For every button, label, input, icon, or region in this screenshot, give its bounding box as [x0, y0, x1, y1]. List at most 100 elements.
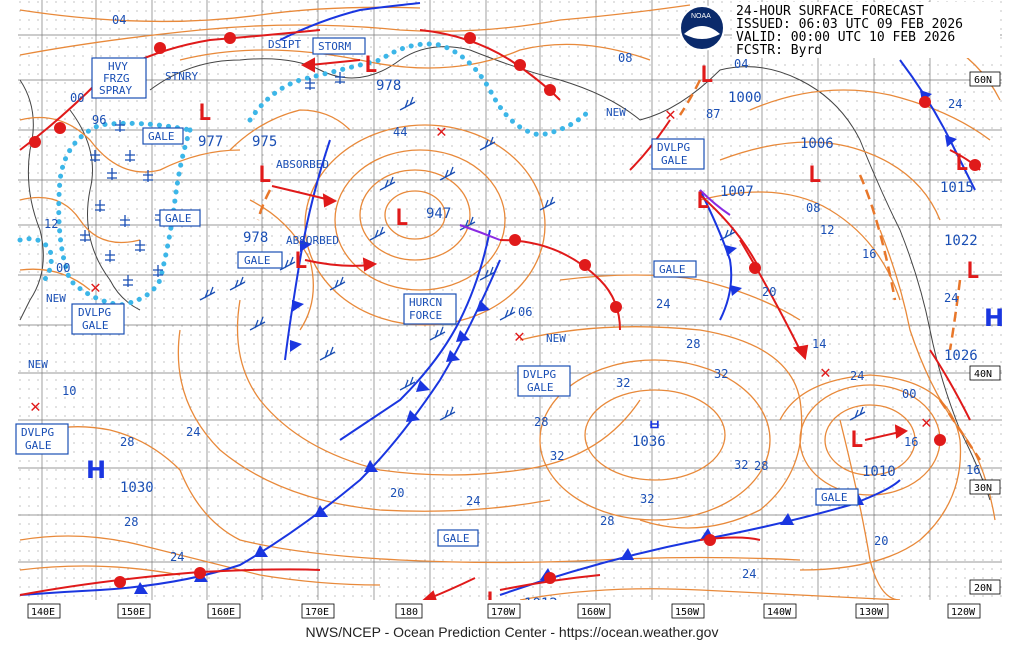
x-marker: ✕	[921, 412, 932, 433]
isobar-label: 28	[120, 435, 134, 449]
high-1026-label: 1026	[944, 348, 978, 364]
isobar-label: 16	[904, 435, 918, 449]
isobar-label: 16	[862, 247, 876, 261]
x-marker: ✕	[820, 362, 831, 383]
L-marker: L	[258, 163, 271, 188]
x-marker: ✕	[436, 121, 447, 142]
svg-text:DVLPG: DVLPG	[21, 426, 54, 439]
cold-front-teeth	[134, 90, 957, 594]
high-1030-label: 1030	[120, 480, 154, 496]
spray-symbol	[305, 78, 315, 90]
L-marker: L	[198, 101, 211, 126]
isobar-label: 20	[762, 285, 776, 299]
L-marker: L	[696, 189, 709, 214]
x-marker: ✕	[514, 326, 525, 347]
dvlpg-gale-box: DVLPG GALE	[517, 365, 571, 397]
H-marker: ㅂ	[648, 418, 661, 434]
gale-box: GALE	[159, 209, 201, 227]
storm-box: STORM	[312, 37, 366, 55]
isobar-label: 12	[820, 223, 834, 237]
freezing-spray-symbols	[80, 72, 345, 287]
isobar-label: 32	[714, 367, 728, 381]
spray-symbol	[115, 120, 125, 132]
isobar-label: 24	[170, 550, 184, 564]
dsipt-label: DSIPT	[268, 38, 301, 51]
isobar-label: 28	[600, 514, 614, 528]
isobar-label: 24	[656, 297, 670, 311]
lon-label: 140E	[31, 607, 55, 618]
spray-symbol	[90, 150, 100, 162]
spray-symbol	[135, 240, 145, 252]
high-1036-label: 1036	[632, 434, 666, 450]
header-forecaster: FCSTR: Byrd	[736, 43, 822, 58]
svg-text:GALE: GALE	[443, 532, 470, 545]
isobar-label: 32	[734, 458, 748, 472]
x-marker: ✕	[30, 396, 41, 417]
L-marker: L	[700, 63, 713, 88]
footer-credit: NWS/NCEP - Ocean Prediction Center - htt…	[305, 624, 719, 640]
svg-text:GALE: GALE	[148, 130, 175, 143]
gale-box: GALE	[653, 260, 697, 278]
latitude-labels: 60N 40N 30N 20N	[969, 71, 1001, 595]
new-label: NEW	[606, 106, 626, 119]
svg-text:GALE: GALE	[165, 212, 192, 225]
isobar-label: 10	[62, 384, 76, 398]
svg-text:GALE: GALE	[661, 154, 688, 167]
isobar-label: 28	[534, 415, 548, 429]
isobar-label: 14	[812, 337, 826, 351]
svg-text:SPRAY: SPRAY	[99, 84, 132, 97]
isobar-label: 20	[874, 534, 888, 548]
forecast-header: 24-HOUR SURFACE FORECAST ISSUED: 06:03 U…	[732, 2, 1000, 58]
dvlpg-gale-box: DVLPG GALE	[15, 423, 69, 455]
header-issued: ISSUED: 06:03 UTC 09 FEB 2026	[736, 17, 963, 32]
isobar-value-labels: 04 00 96 08 12 16 20 24 28 32 44 87 06 1…	[44, 13, 980, 581]
isobar-label: 32	[550, 449, 564, 463]
low-1015-label: 1015	[940, 180, 974, 196]
lon-label: 170W	[491, 607, 516, 618]
svg-text:GALE: GALE	[25, 439, 52, 452]
spray-symbol	[153, 265, 163, 277]
warning-boxes: HVY FRZG SPRAY DSIPT STORM STNRY GALE GA…	[15, 37, 859, 547]
svg-text:STNRY: STNRY	[165, 70, 198, 83]
lon-label: 160W	[581, 607, 606, 618]
gale-box: GALE	[815, 488, 859, 506]
absorbed-label: ABSORBED	[286, 234, 339, 247]
isobar-label: 24	[742, 567, 756, 581]
svg-text:STORM: STORM	[318, 40, 351, 53]
trough-lines	[256, 79, 982, 461]
svg-text:DVLPG: DVLPG	[78, 306, 111, 319]
header-valid: VALID: 00:00 UTC 10 FEB 2026	[736, 30, 955, 45]
spray-symbol	[335, 72, 345, 84]
H-marker: H	[86, 456, 106, 484]
new-label: NEW	[546, 332, 566, 345]
low-978-north-label: 978	[376, 78, 401, 94]
isobar-label: 96	[92, 113, 106, 127]
lon-label: 180	[400, 607, 418, 618]
lon-label: 130W	[859, 607, 884, 618]
svg-text:HVY: HVY	[108, 60, 128, 73]
absorbed-label: ABSORBED	[276, 158, 329, 171]
L-marker: L	[395, 206, 408, 231]
L-marker: L	[364, 53, 377, 78]
isobar-label: 12	[44, 217, 58, 231]
isobar-label: 04	[112, 13, 126, 27]
isobar-label: 28	[124, 515, 138, 529]
lon-label: 120W	[951, 607, 976, 618]
dvlpg-gale-box: DVLPG GALE	[651, 138, 705, 170]
low-center-symbols: L L L L L L L L L L L L ✕ ✕ ✕ ✕ ✕ ✕ ✕	[30, 53, 979, 614]
lat-label: 30N	[974, 483, 992, 494]
isobar-label: 00	[70, 91, 84, 105]
low-1000-label: 1000	[728, 90, 762, 106]
L-marker: L	[808, 163, 821, 188]
x-marker: ✕	[90, 277, 101, 298]
gale-box: GALE	[142, 127, 184, 145]
isobar-label: 24	[850, 369, 864, 383]
isobar-label: 44	[393, 125, 407, 139]
gale-box: GALE	[237, 251, 283, 269]
isobar-label: 24	[944, 291, 958, 305]
svg-text:DVLPG: DVLPG	[657, 141, 690, 154]
low-1007-label: 1007	[720, 184, 754, 200]
graticule	[18, 0, 1002, 600]
low-978-west-label: 978	[243, 230, 268, 246]
